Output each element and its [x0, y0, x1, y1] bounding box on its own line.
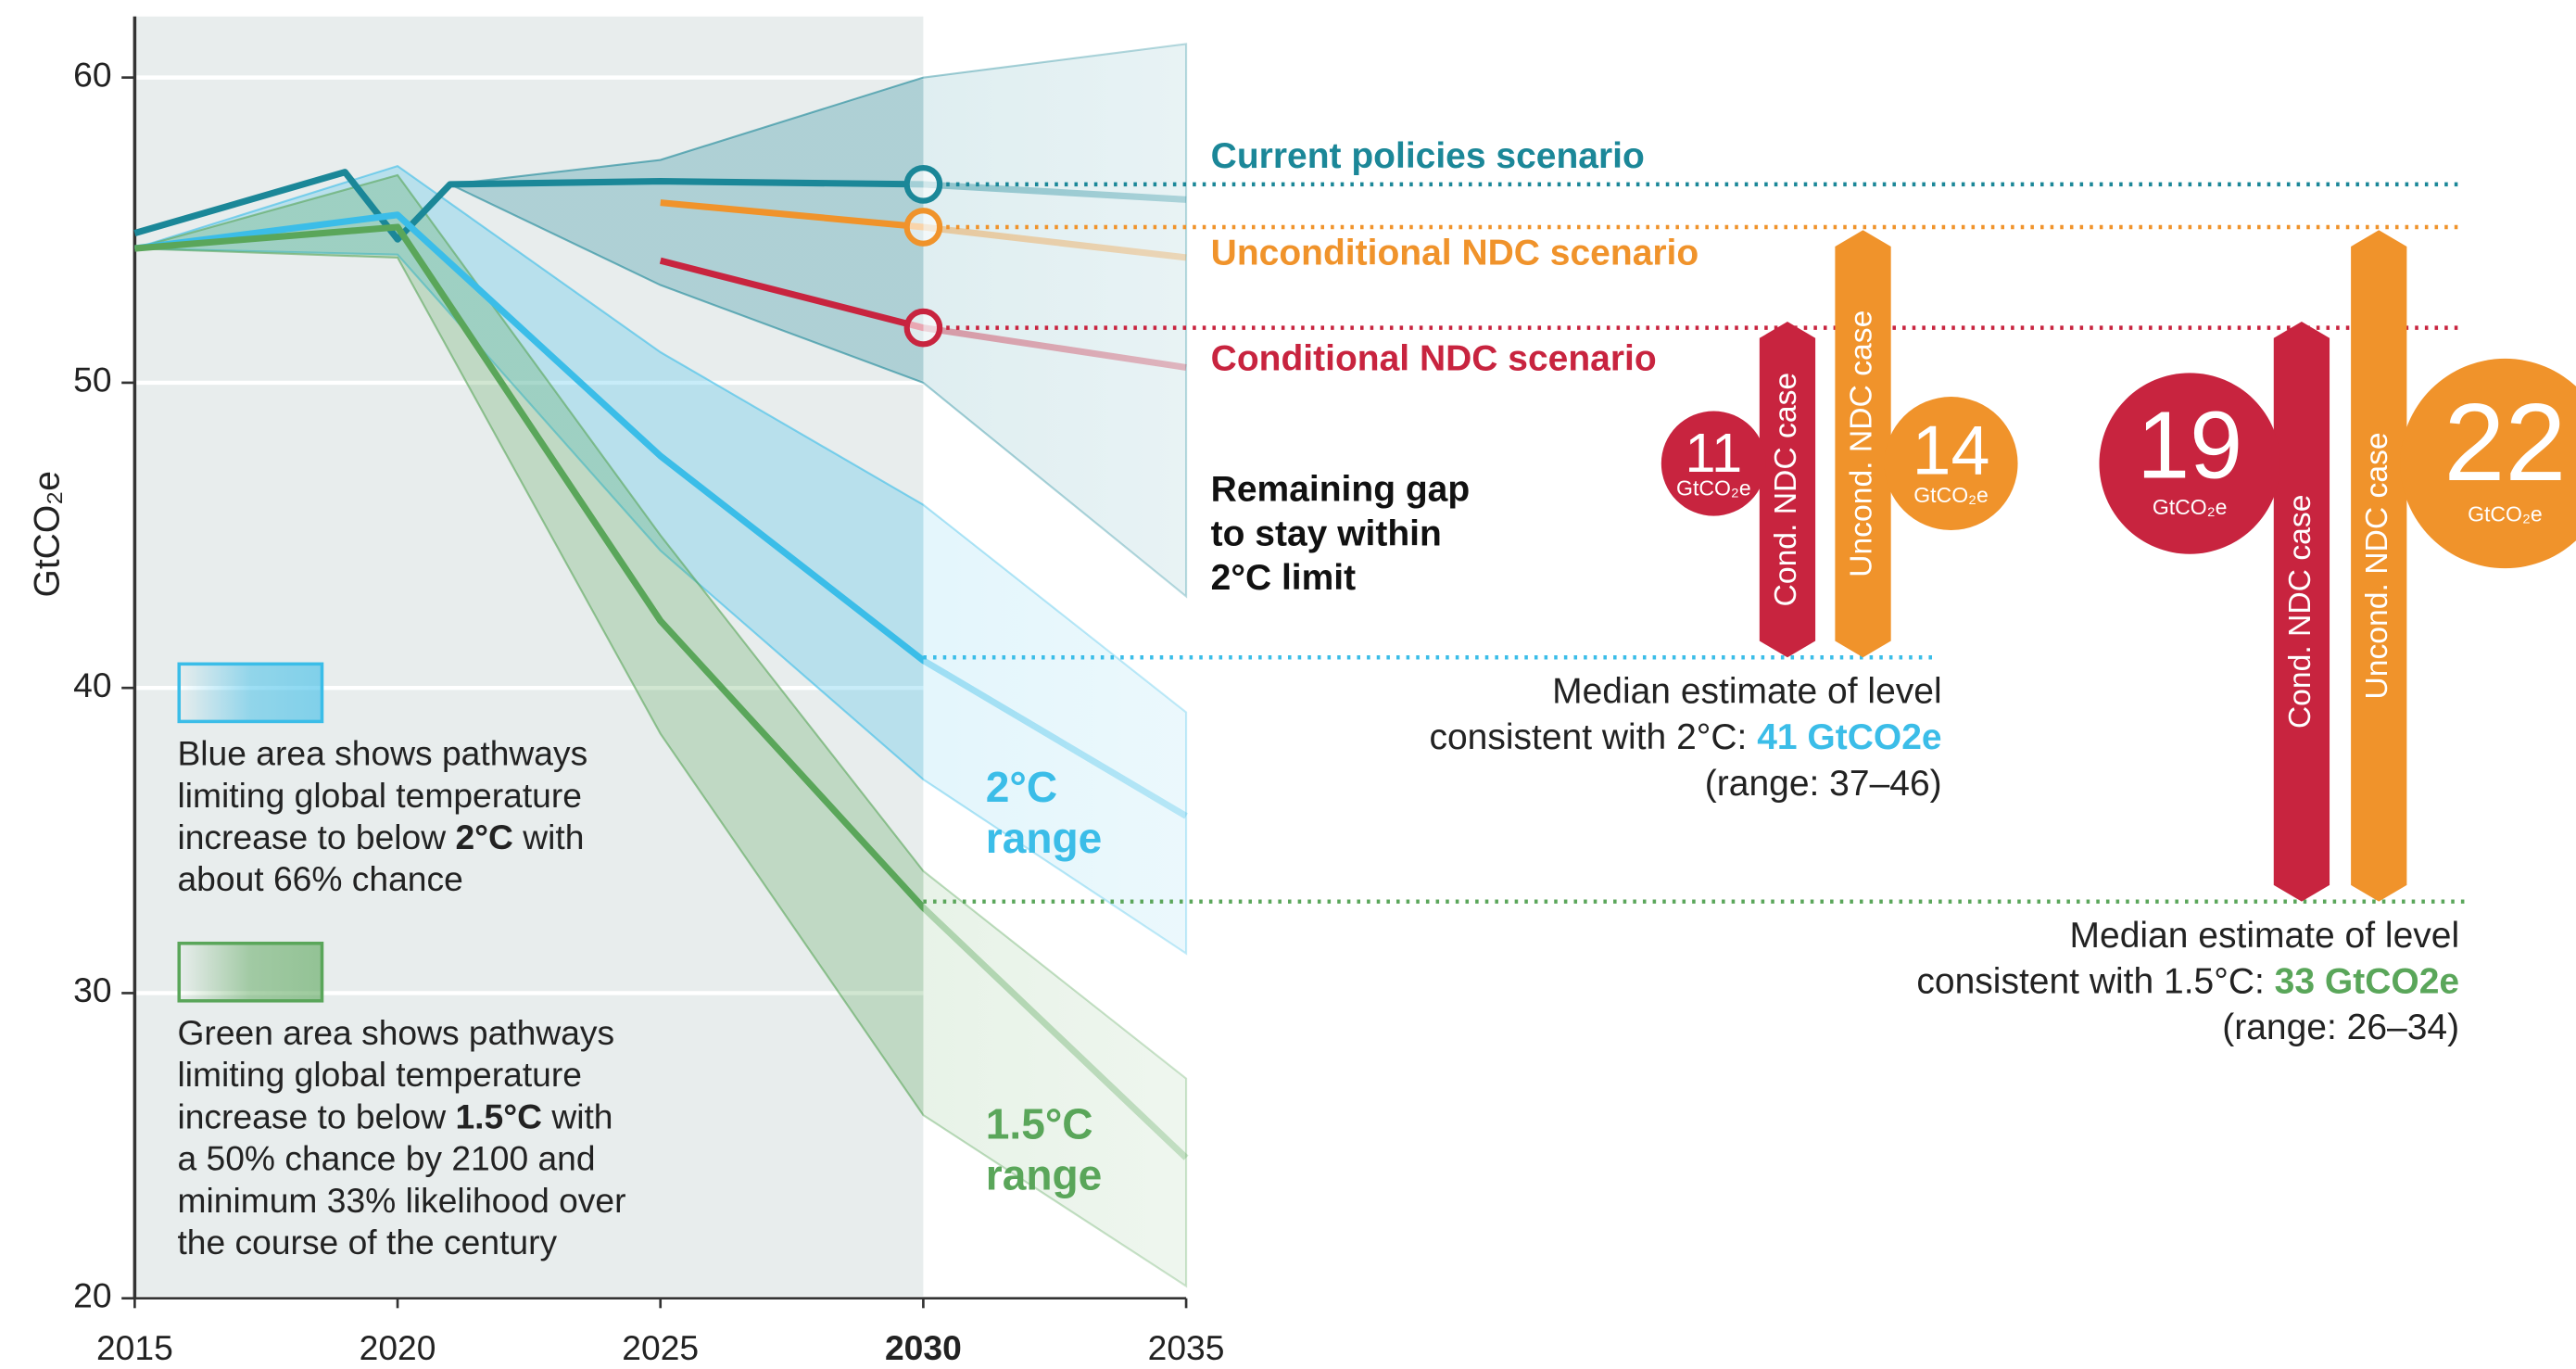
gap-bubble	[2099, 373, 2280, 554]
legend-text: Blue area shows pathways	[177, 733, 587, 772]
legend-text: 2°C	[455, 818, 512, 856]
legend-text: limiting global temperature	[177, 776, 582, 815]
series-line	[134, 223, 1189, 1160]
legend-text: increase to below 1.5°C with	[177, 1096, 612, 1135]
range-label: 2°C	[986, 763, 1057, 811]
gap-value: 19	[2137, 391, 2242, 498]
legend-text: increase to below	[177, 1096, 455, 1135]
x-tick-label: 2035	[1148, 1328, 1225, 1367]
gap-note: to stay within	[1211, 513, 1442, 553]
median-value-label: 41 GtCO2e	[1757, 717, 1941, 757]
marker	[903, 208, 943, 247]
median-text: consistent with 1.5°C:	[1916, 962, 2274, 1002]
legend-text: Green area shows pathways	[177, 1013, 614, 1052]
gap-bar-label: Cond. NDC case	[1769, 373, 1803, 607]
gap-note: Remaining gap	[1211, 469, 1471, 509]
legend-text: the course of the century	[177, 1223, 557, 1261]
range-label: 1.5°C	[986, 1099, 1093, 1147]
series-line	[133, 211, 1188, 819]
legend-text: 1.5°C	[455, 1096, 542, 1135]
legend-text: limiting global temperature	[177, 776, 582, 815]
legend-text: limiting global temperature	[177, 1055, 582, 1094]
x-tick-label: 2030	[885, 1328, 962, 1367]
gap-unit: GtCO₂e	[1676, 475, 1751, 500]
gap-bubble	[2400, 358, 2576, 569]
scenario-label: Conditional NDC scenario	[1211, 338, 1657, 378]
median-range: (range: 37–46)	[1705, 764, 1942, 804]
legend-text: a 50% chance by 2100 and	[177, 1138, 595, 1177]
legend-text: minimum 33% likelihood over	[177, 1181, 625, 1220]
y-tick-label: 30	[73, 970, 111, 1009]
legend-text: a 50% chance by 2100 and	[177, 1138, 595, 1177]
gap-bar-label: Uncond. NDC case	[1844, 311, 1878, 577]
y-tick-label: 20	[73, 1276, 111, 1315]
range-label: range	[986, 814, 1102, 862]
gap-bar	[1759, 322, 1816, 658]
legend-swatch	[177, 662, 324, 724]
median-text: Median estimate of level	[2070, 916, 2460, 956]
median-value-label: 33 GtCO2e	[2275, 962, 2459, 1002]
legend-text: increase to below	[177, 818, 455, 856]
y-tick-label: 40	[73, 665, 111, 704]
legend-text: about 66% chance	[177, 859, 462, 898]
legend-text: limiting global temperature	[177, 1055, 582, 1094]
legend-text: increase to below 2°C with	[177, 818, 584, 856]
median-range: (range: 26–34)	[2222, 1008, 2459, 1047]
gap-bar-label: Uncond. NDC case	[2360, 432, 2394, 699]
gap-bar	[1835, 230, 1891, 658]
median-text: consistent with 2°C: 41 GtCO2e	[1429, 717, 1941, 757]
legend-text: with	[513, 818, 585, 856]
gap-unit: GtCO₂e	[2468, 502, 2543, 526]
scenario-label: Unconditional NDC scenario	[1211, 233, 1699, 273]
marker	[903, 308, 943, 348]
y-tick-label: 50	[73, 361, 111, 399]
gap-unit: GtCO₂e	[2153, 495, 2228, 519]
gap-bar	[2273, 322, 2330, 902]
median-text: Median estimate of level	[1552, 672, 1942, 712]
scenario-label: Current policies scenario	[1211, 136, 1645, 176]
legend-text: about 66% chance	[177, 859, 462, 898]
legend-text: Blue area shows pathways	[177, 733, 587, 772]
range-label: range	[986, 1150, 1102, 1198]
legend-text: minimum 33% likelihood over	[177, 1181, 625, 1220]
gap-value: 14	[1913, 412, 1990, 489]
x-tick-label: 2025	[622, 1328, 699, 1367]
x-tick-label: 2020	[360, 1328, 436, 1367]
gap-unit: GtCO₂e	[1913, 483, 1989, 507]
x-tick-label: 2015	[96, 1328, 173, 1367]
gap-value: 11	[1686, 422, 1743, 484]
legend-text: with	[542, 1096, 613, 1135]
range-band	[134, 173, 1188, 1288]
gap-bubble	[1884, 397, 2018, 531]
y-axis-label: GtCO₂e	[27, 471, 67, 598]
gap-bubble	[1661, 411, 1766, 516]
gap-value: 22	[2443, 381, 2566, 504]
median-text: consistent with 2°C:	[1429, 717, 1757, 757]
y-tick-label: 60	[73, 55, 111, 94]
marker	[903, 165, 943, 204]
legend-swatch	[177, 941, 324, 1003]
gap-bar-label: Cond. NDC case	[2283, 495, 2317, 729]
median-text: consistent with 1.5°C: 33 GtCO2e	[1916, 962, 2459, 1002]
gap-note: 2°C limit	[1211, 558, 1356, 598]
legend-text: the course of the century	[177, 1223, 557, 1261]
legend-text: Green area shows pathways	[177, 1013, 614, 1052]
gap-bar	[2351, 230, 2407, 902]
